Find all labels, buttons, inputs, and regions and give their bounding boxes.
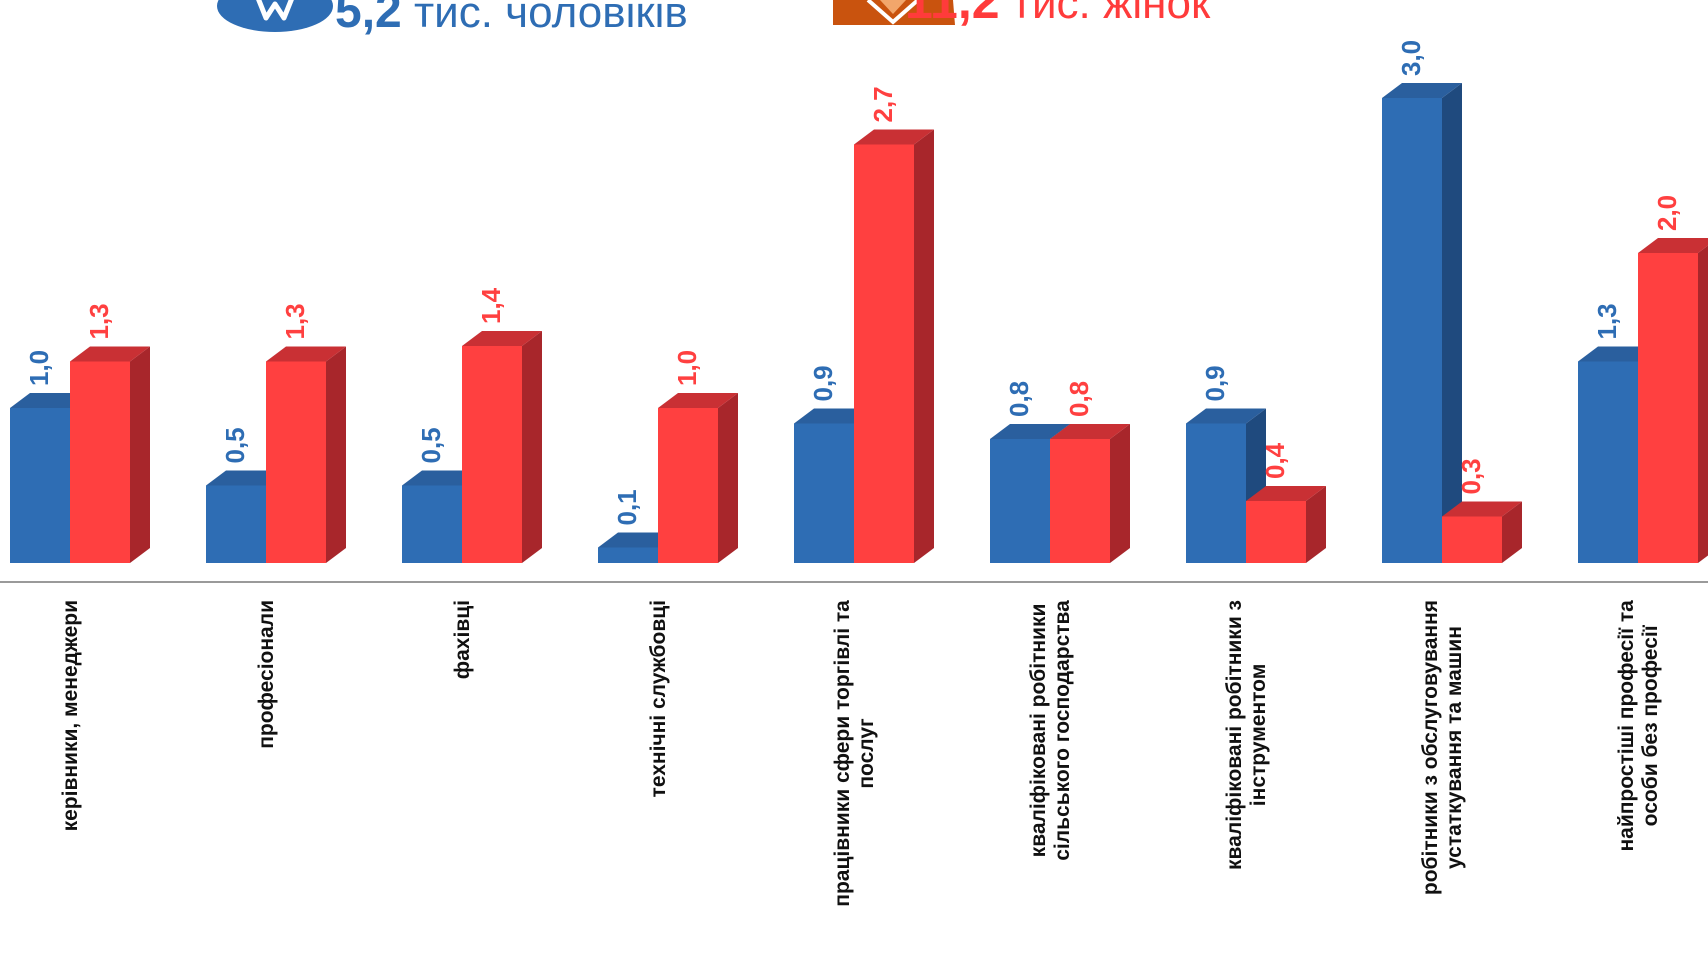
women-total: 11,2 тис. жінок bbox=[905, 0, 1210, 30]
value-label-series2-3: 1,4 bbox=[476, 287, 506, 324]
value-label-series2-8: 0,3 bbox=[1456, 458, 1486, 494]
category-label-9: найпростіші професії таособи без професі… bbox=[1615, 600, 1662, 852]
category-label-3: фахівці bbox=[451, 600, 474, 679]
category-label-2: професіонали bbox=[255, 600, 278, 749]
woman-icon bbox=[833, 0, 955, 25]
value-label-series1-1: 1,0 bbox=[24, 350, 54, 386]
value-label-series2-1: 1,3 bbox=[84, 303, 114, 339]
value-label-series2-7: 0,4 bbox=[1260, 442, 1290, 479]
bar-series2-5 bbox=[854, 129, 934, 563]
value-label-series2-5: 2,7 bbox=[868, 86, 898, 122]
category-label-4: технічні службовці bbox=[647, 600, 670, 797]
bar-series2-1 bbox=[70, 346, 150, 563]
value-label-series1-3: 0,5 bbox=[416, 427, 446, 463]
bar-series2-9 bbox=[1638, 238, 1708, 563]
bar-series2-6 bbox=[1050, 424, 1130, 563]
bar-series2-4 bbox=[658, 393, 738, 563]
value-label-series1-7: 0,9 bbox=[1200, 365, 1230, 401]
category-label-7: кваліфіковані робітники зінструментом bbox=[1223, 600, 1270, 870]
women-total-unit: тис. жінок bbox=[1011, 0, 1211, 28]
value-label-series1-6: 0,8 bbox=[1004, 381, 1034, 417]
bar-series2-2 bbox=[266, 346, 346, 563]
value-label-series1-5: 0,9 bbox=[808, 365, 838, 401]
value-label-series1-9: 1,3 bbox=[1592, 303, 1622, 339]
value-label-series2-6: 0,8 bbox=[1064, 381, 1094, 417]
category-label-8: робітники з обслуговуванняустаткування т… bbox=[1419, 600, 1466, 895]
men-total: 5,2 тис. чоловіків bbox=[335, 0, 688, 39]
value-label-series1-8: 3,0 bbox=[1396, 40, 1426, 76]
bar-series2-7 bbox=[1246, 486, 1326, 563]
men-total-unit: тис. чоловіків bbox=[413, 0, 688, 37]
men-total-value: 5,2 bbox=[335, 0, 402, 38]
women-total-value: 11,2 bbox=[905, 0, 1000, 29]
bar-series1-8 bbox=[1382, 83, 1462, 563]
value-label-series1-4: 0,1 bbox=[612, 489, 642, 525]
category-label-1: керівники, менеджери bbox=[59, 600, 82, 831]
value-label-series2-4: 1,0 bbox=[672, 350, 702, 386]
value-label-series2-9: 2,0 bbox=[1652, 195, 1682, 231]
man-icon bbox=[217, 0, 333, 32]
value-label-series1-2: 0,5 bbox=[220, 427, 250, 463]
category-label-6: кваліфіковані робітникисільського господ… bbox=[1027, 600, 1074, 861]
category-label-5: працівники сфери торгівлі тапослуг bbox=[831, 600, 878, 907]
bar-series2-8 bbox=[1442, 501, 1522, 563]
bar-series2-3 bbox=[462, 331, 542, 563]
bar-series1-7 bbox=[1186, 408, 1266, 563]
value-label-series2-2: 1,3 bbox=[280, 303, 310, 339]
